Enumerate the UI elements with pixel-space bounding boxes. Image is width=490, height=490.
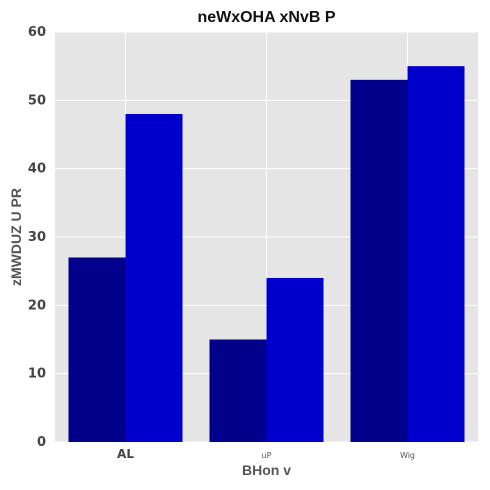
chart-title: neWxOHA xNvB P: [197, 9, 335, 26]
x-tick-label: AL: [117, 447, 134, 461]
bar-Wig-series-2: [407, 66, 465, 443]
bar-uP-series-1: [209, 339, 267, 442]
y-tick-label: 40: [28, 162, 46, 177]
y-axis-label: zMWDUZ U PR: [8, 188, 24, 286]
y-tick-label: 0: [37, 435, 46, 450]
x-tick-label: uP: [262, 451, 272, 460]
y-axis-ticks: 0 10 20 30 40 50 60: [28, 25, 46, 450]
bar-uP-series-2: [266, 278, 324, 442]
bar-Wig-series-1: [350, 79, 408, 442]
bar-AL-series-2: [125, 114, 183, 442]
x-axis-ticks: AL uP Wig: [117, 447, 415, 461]
x-tick-label: Wig: [400, 451, 415, 460]
bar-AL-series-1: [68, 257, 126, 442]
bars: [68, 66, 465, 443]
y-tick-label: 10: [28, 367, 46, 382]
y-tick-label: 50: [28, 93, 46, 108]
x-axis-label: BHon v: [242, 462, 291, 478]
y-tick-label: 60: [28, 25, 46, 40]
y-tick-label: 30: [28, 230, 46, 245]
y-tick-label: 20: [28, 298, 46, 313]
